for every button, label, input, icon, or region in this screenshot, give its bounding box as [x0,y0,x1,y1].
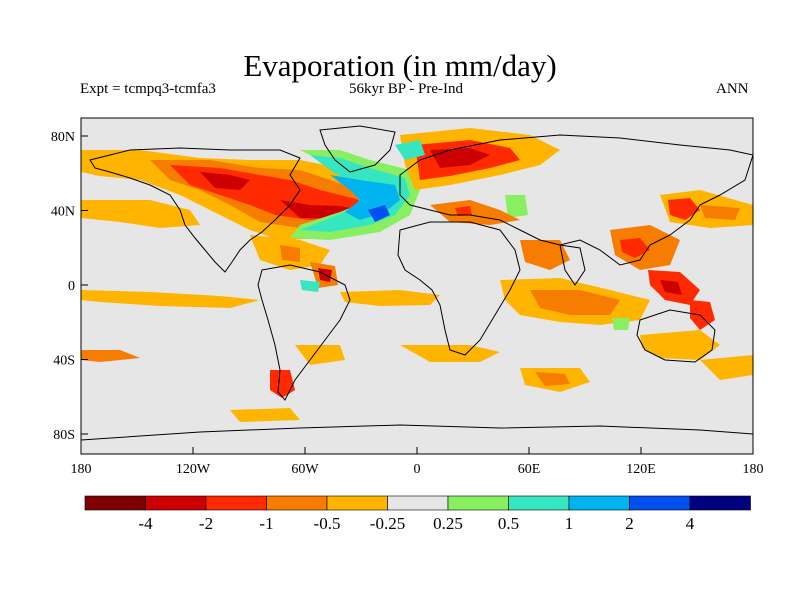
anomaly-region [700,205,740,220]
anomaly-region [520,240,570,270]
anomaly-region [620,238,650,258]
colorbar-label: 2 [625,514,634,533]
anomaly-region [270,370,295,398]
anomaly-region [400,345,500,362]
lat-tick-label: 0 [68,279,75,294]
colorbar-swatch [145,495,207,511]
lat-tick-label: 80N [51,130,75,145]
chart-title: Evaporation (in mm/day) [243,48,557,83]
colorbar-swatch [326,495,388,511]
colorbar-label: 4 [686,514,695,533]
colorbar-label: 0.5 [498,514,519,533]
anomaly-region [430,148,490,168]
colorbar-label: -4 [138,514,153,533]
anomaly-region [455,206,472,216]
colorbar-swatch [84,495,146,511]
anomaly-region [430,200,520,225]
anomaly-region [395,140,425,160]
colorbar-label: 1 [565,514,574,533]
anomaly-region [690,300,715,330]
coastline-north-america [89,147,301,273]
anomaly-region [368,205,390,222]
anomaly-region [640,330,720,360]
colorbar-swatch [689,495,751,511]
experiment-label: Expt = tcmpq3-tcmfa3 [80,81,216,97]
colorbar-label: -1 [259,514,273,533]
anomaly-region [535,372,570,386]
colorbar-label: -0.5 [314,514,341,533]
colorbar-label: 0.25 [433,514,463,533]
longitude-axis: 180 120W 60W 0 60E 120E 180 [71,447,764,477]
latitude-axis: 80N 40N 0 40S 80S [51,130,88,443]
anomaly-region [295,345,345,365]
lon-tick-label: 60W [291,462,319,477]
colorbar-swatch [447,495,509,511]
anomaly-region [300,280,320,292]
anomaly-region [668,198,700,220]
anomaly-region [612,318,630,330]
anomaly-region [700,355,753,380]
coastline-eurasia [399,134,753,266]
colorbar-label: -2 [199,514,213,533]
lon-tick-label: 120E [626,462,656,477]
anomaly-field [81,128,753,422]
colorbar-swatch [508,495,570,511]
anomaly-region [530,290,620,315]
colorbar-swatch [629,495,691,511]
coastline-africa [397,221,521,356]
season-label: ANN [716,81,749,97]
lon-tick-label: 0 [414,462,421,477]
lat-tick-label: 40S [53,354,75,369]
anomaly-region [230,408,300,422]
anomaly-region [81,200,200,228]
lat-tick-label: 80S [53,428,75,443]
colorbar: -4 -2 -1 -0.5 -0.25 0.25 0.5 1 2 4 [84,495,751,533]
anomaly-region [200,172,250,190]
lon-tick-label: 180 [71,462,92,477]
colorbar-swatch [387,495,449,511]
colorbar-label: -0.25 [370,514,405,533]
coastline-antarctica [81,424,753,441]
land-outlines [81,125,753,441]
lon-tick-label: 120W [176,462,211,477]
lon-tick-label: 60E [518,462,541,477]
anomaly-region [660,280,682,295]
anomaly-region [81,290,260,308]
colorbar-swatch [266,495,328,511]
coastline-greenland [319,125,396,173]
coastline-australia [636,309,716,363]
coastline-indian-subcontinent [559,244,586,286]
anomaly-region [280,245,300,262]
anomaly-region [505,195,528,218]
anomaly-region [81,350,140,362]
lat-tick-label: 40N [51,205,75,220]
lon-tick-label: 180 [743,462,764,477]
colorbar-swatch [205,495,267,511]
coastline-south-america [257,264,351,401]
period-label: 56kyr BP - Pre-Ind [349,81,464,97]
colorbar-swatch [568,495,630,511]
anomaly-region [340,290,440,306]
